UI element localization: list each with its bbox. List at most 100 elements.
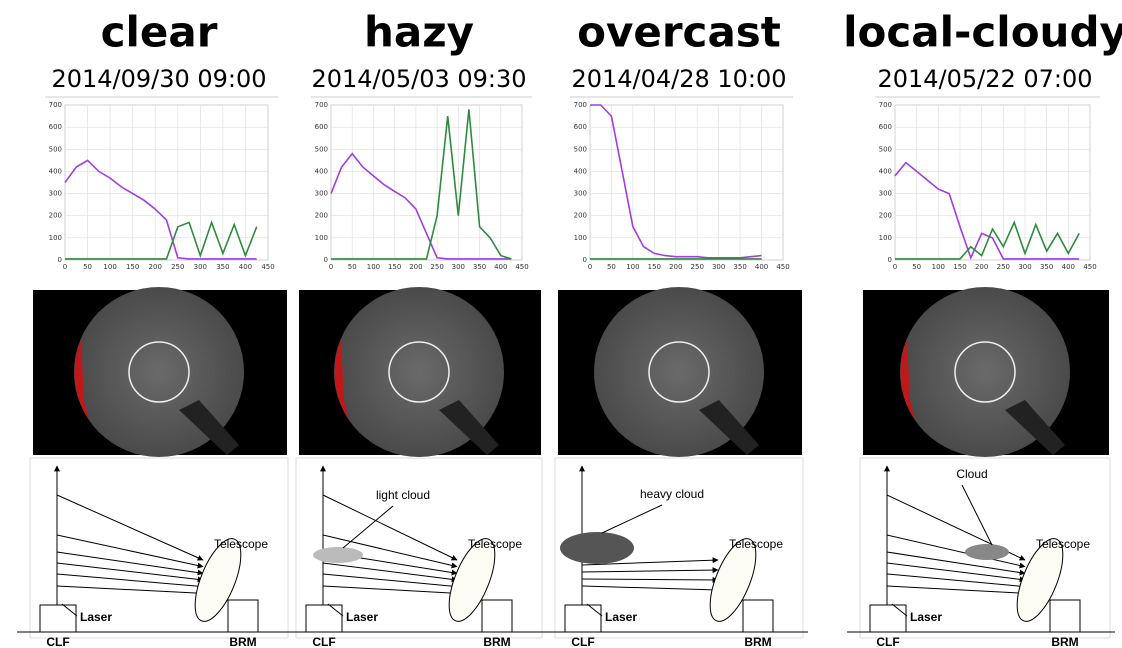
cloud	[313, 547, 363, 563]
x-tick-label: 250	[997, 263, 1010, 271]
y-tick-label: 300	[879, 190, 892, 198]
clf-building	[564, 604, 602, 633]
diagram: heavy cloud Telescope Laser CLF BRM	[542, 457, 808, 648]
sky-edge	[334, 340, 349, 420]
cloud-pointer	[961, 484, 993, 546]
station-label: BRM	[1051, 635, 1078, 648]
station-label: BRM	[744, 635, 771, 648]
x-tick-label: 250	[430, 263, 443, 271]
x-tick-label: 0	[63, 263, 67, 271]
y-tick-label: 400	[315, 167, 328, 175]
x-tick-label: 450	[1083, 263, 1096, 271]
scattered-light	[581, 585, 719, 593]
laser-label: Laser	[346, 610, 378, 624]
plot-area	[894, 104, 1091, 261]
field-of-view	[954, 341, 1016, 403]
cloud-label: light cloud	[376, 488, 430, 502]
y-tick-label: 200	[315, 212, 328, 220]
telescope-mirror	[194, 538, 242, 622]
laser-label: Laser	[80, 610, 112, 624]
y-tick-label: 600	[49, 123, 62, 131]
scattered-light	[886, 534, 1026, 569]
panel-title: overcast	[577, 8, 781, 57]
scattered-light	[56, 562, 204, 583]
panel-date: 2014/05/03 09:30	[311, 65, 526, 93]
y-tick-label: 100	[574, 234, 587, 242]
sky-edge	[900, 340, 915, 420]
x-tick-label: 150	[953, 263, 966, 271]
x-tick-label: 350	[216, 263, 229, 271]
panel-title: clear	[101, 8, 218, 57]
x-tick-label: 400	[1062, 263, 1075, 271]
x-tick-label: 50	[348, 263, 357, 271]
y-tick-label: 200	[49, 212, 62, 220]
scattered-light	[581, 576, 719, 583]
plot-area	[589, 104, 784, 261]
y-tick-label: 400	[879, 167, 892, 175]
x-tick-label: 150	[388, 263, 401, 271]
telescope-label: Telescope	[214, 537, 268, 551]
x-tick-label: 100	[103, 263, 116, 271]
telescope-mirror	[709, 538, 757, 622]
data-line	[590, 104, 762, 259]
x-tick-label: 300	[1018, 263, 1031, 271]
y-tick-label: 500	[49, 145, 62, 153]
cloud	[965, 544, 1009, 560]
clf-building	[305, 604, 343, 633]
brm-building	[1049, 599, 1081, 633]
scattered-light	[56, 494, 204, 561]
x-tick-label: 450	[515, 263, 528, 271]
scattered-light	[322, 585, 458, 597]
scattered-light	[322, 562, 458, 583]
data-line	[65, 219, 258, 260]
data-line	[64, 159, 257, 260]
y-tick-label: 600	[574, 123, 587, 131]
scattered-light	[886, 585, 1026, 597]
scattered-light	[56, 585, 204, 597]
y-tick-label: 500	[574, 145, 587, 153]
x-tick-label: 250	[171, 263, 184, 271]
site-label: CLF	[46, 635, 69, 648]
scattered-light	[56, 534, 204, 569]
x-tick-label: 0	[893, 263, 897, 271]
scattered-light	[322, 573, 458, 590]
site-label: CLF	[571, 635, 594, 648]
laser-label: Laser	[605, 610, 637, 624]
y-tick-label: 400	[574, 167, 587, 175]
x-tick-label: 350	[733, 263, 746, 271]
y-tick-label: 700	[49, 101, 62, 109]
laser-pointer	[61, 603, 78, 617]
y-tick-label: 700	[574, 101, 587, 109]
panel-title: local-cloudy	[843, 8, 1122, 57]
station-label: BRM	[483, 635, 510, 648]
x-tick-label: 100	[367, 263, 380, 271]
laser-pointer	[891, 603, 908, 617]
scattered-light	[322, 494, 458, 561]
panel-date: 2014/04/28 10:00	[571, 65, 786, 93]
y-tick-label: 600	[879, 123, 892, 131]
scattered-light	[581, 557, 719, 566]
data-line	[330, 152, 512, 260]
data-line	[895, 220, 1080, 260]
x-tick-label: 250	[691, 263, 704, 271]
x-tick-label: 50	[912, 263, 921, 271]
laser-label: Laser	[910, 610, 942, 624]
y-tick-label: 0	[888, 256, 892, 264]
telescope-label: Telescope	[468, 537, 522, 551]
telescope-mirror	[1016, 538, 1064, 622]
y-tick-label: 200	[574, 212, 587, 220]
cloud-label: Cloud	[956, 467, 987, 481]
y-tick-label: 700	[315, 101, 328, 109]
telescope-mirror	[448, 538, 496, 622]
brm-building	[227, 599, 259, 633]
y-tick-label: 300	[315, 190, 328, 198]
site-label: CLF	[312, 635, 335, 648]
x-tick-label: 100	[932, 263, 945, 271]
x-tick-label: 350	[1040, 263, 1053, 271]
panel-date: 2014/05/22 07:00	[877, 65, 1092, 93]
diagram: Telescope Laser CLF BRM	[17, 457, 293, 648]
scattered-light	[886, 562, 1026, 583]
x-tick-label: 150	[648, 263, 661, 271]
y-tick-label: 500	[315, 145, 328, 153]
